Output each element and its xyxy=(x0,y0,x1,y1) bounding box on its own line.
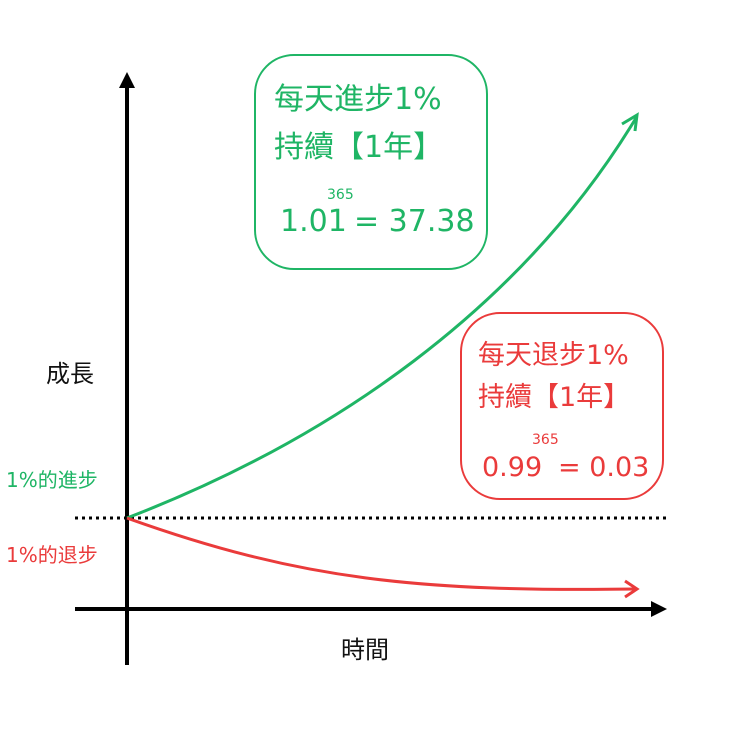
growth-formula-box: 每天進步1% 持續【1年】 365 1.01 = 37.38 xyxy=(254,54,488,270)
decline-arrowhead xyxy=(624,579,640,599)
y-axis-label: 成長 xyxy=(46,360,94,388)
growth-base: 1.01 xyxy=(280,204,347,239)
decline-exponent: 365 xyxy=(532,432,559,448)
growth-side-label: 1%的進步 xyxy=(6,468,98,492)
y-axis-arrowhead xyxy=(119,72,135,88)
decline-result: = 0.03 xyxy=(558,452,650,483)
decline-side-label: 1%的退步 xyxy=(6,543,98,567)
growth-title: 每天進步1% xyxy=(274,82,442,117)
growth-duration: 持續【1年】 xyxy=(274,130,444,165)
decline-formula-box: 每天退步1% 持續【1年】 365 0.99 = 0.03 xyxy=(460,312,664,500)
growth-exponent: 365 xyxy=(327,187,354,203)
decline-duration: 持續【1年】 xyxy=(478,382,631,413)
x-axis-label: 時間 xyxy=(341,636,389,664)
growth-result: = 37.38 xyxy=(354,204,475,239)
x-axis-arrowhead xyxy=(651,601,667,617)
decline-curve xyxy=(126,516,637,591)
growth-arrowhead xyxy=(621,112,639,132)
decline-base: 0.99 xyxy=(482,452,543,483)
growth-curve xyxy=(126,117,638,520)
decline-title: 每天退步1% xyxy=(478,340,629,371)
